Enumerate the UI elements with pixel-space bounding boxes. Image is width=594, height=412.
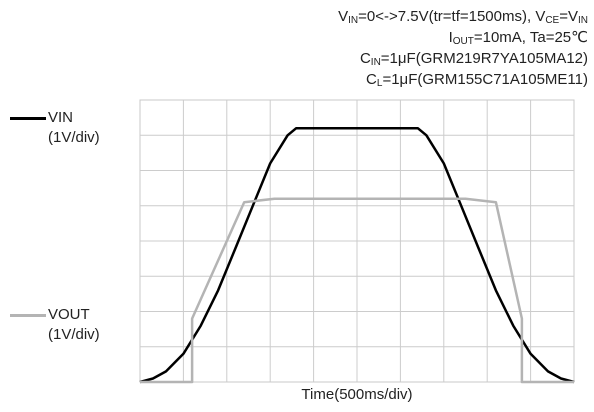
legend-vin-swatch <box>10 117 46 120</box>
condition-iout: IOUT=10mA, Ta=25℃ <box>448 29 588 47</box>
legend-vin-label: VIN <box>48 109 74 126</box>
legend-vout-label: VOUT <box>48 306 90 323</box>
condition-vin-sweep: VIN=0<->7.5V(tr=tf=1500ms), VCE=VIN <box>338 8 588 26</box>
condition-cl: CL=1μF(GRM155C71A105ME11) <box>366 71 588 89</box>
legend-vout-scale: (1V/div) <box>48 326 100 343</box>
series-line-vout <box>140 197 574 384</box>
x-axis-label: Time(500ms/div) <box>301 386 413 403</box>
condition-cin: CIN=1μF(GRM219R7YA105MA12) <box>359 50 588 68</box>
plot-grid <box>139 99 575 383</box>
plot-series <box>139 126 575 384</box>
legend-vin-scale: (1V/div) <box>48 129 100 146</box>
legend-vout-swatch <box>10 314 46 317</box>
